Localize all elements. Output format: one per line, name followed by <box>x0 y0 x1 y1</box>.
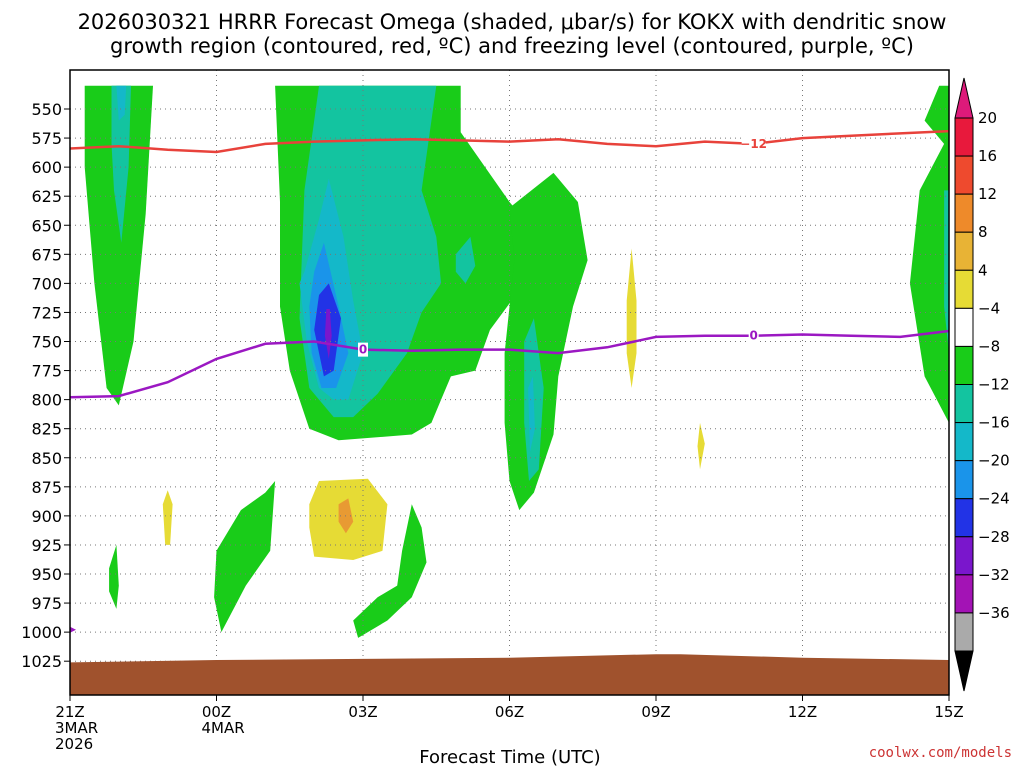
colorbar-segment <box>954 498 974 538</box>
y-tick-label: 900 <box>31 507 62 526</box>
colorbar-top-arrow <box>954 77 974 119</box>
colorbar-label: −8 <box>978 337 1000 355</box>
colorbar-label: −4 <box>978 299 1000 317</box>
y-tick-label: 575 <box>31 129 62 148</box>
dgz-contour-label: −12 <box>740 137 767 151</box>
y-tick-label: 725 <box>31 303 62 322</box>
omega-region-yellow-small-2 <box>697 422 705 470</box>
x-tick-label: 09Z <box>641 703 670 721</box>
omega-region-right-column-teal <box>524 318 544 481</box>
y-tick-label: 925 <box>31 536 62 555</box>
colorbar-segment <box>954 231 974 271</box>
freezing-label-bg <box>358 342 368 357</box>
colorbar: 20 16 12 8 4 −4 −8 −12 −16 −20 −24 −28 −32 −36 <box>954 77 1010 692</box>
contour-lines: −12 0 0 <box>69 129 950 633</box>
colorbar-bottom-arrow <box>954 650 974 692</box>
colorbar-label: 8 <box>978 223 988 241</box>
freezing-marker <box>70 626 76 633</box>
colorbar-segment <box>954 193 974 233</box>
terrain <box>70 654 949 695</box>
x-tick-label: 15Z <box>934 703 963 721</box>
y-tick-label: 875 <box>31 478 62 497</box>
colorbar-label: −36 <box>978 604 1010 622</box>
colorbar-label: −32 <box>978 566 1010 584</box>
colorbar-label: 20 <box>978 109 997 127</box>
colorbar-segment <box>954 155 974 195</box>
omega-region-low-blob-3 <box>353 504 427 638</box>
omega-region-yellow-small-1 <box>162 490 173 545</box>
colorbar-segment <box>954 536 974 576</box>
dgz-label-bg <box>741 136 766 151</box>
colorbar-label: −12 <box>978 376 1010 394</box>
y-tick-label: 950 <box>31 565 62 584</box>
omega-region-low-blob-2 <box>214 481 276 633</box>
omega-region-far-right <box>909 85 949 423</box>
y-tick-label: 625 <box>31 187 62 206</box>
omega-region-low-blob-1 <box>109 544 119 609</box>
omega-region-right-column-cyan <box>528 376 535 452</box>
freezing-label-bg <box>748 328 759 343</box>
x-axis-label: Forecast Time (UTC) <box>419 747 600 768</box>
colorbar-segment <box>954 117 974 157</box>
y-tick-label: 1025 <box>21 652 62 671</box>
x-tick-label: 3MAR <box>55 719 98 737</box>
x-tick-label: 00Z <box>202 703 231 721</box>
colorbar-segment <box>954 422 974 462</box>
x-tick-label: 4MAR <box>202 719 245 737</box>
chart-title-line-2: growth region (contoured, red, ºC) and f… <box>110 34 914 58</box>
terrain-band <box>70 654 949 695</box>
colorbar-segment <box>954 345 974 385</box>
colorbar-label: −16 <box>978 414 1010 432</box>
y-tick-label: 775 <box>31 362 62 381</box>
omega-region-yellow-tall <box>626 248 637 388</box>
colorbar-label: 16 <box>978 147 997 165</box>
y-tick-label: 700 <box>31 274 62 293</box>
y-tick-label: 675 <box>31 245 62 264</box>
colorbar-label: −28 <box>978 528 1010 546</box>
freezing-level-line <box>69 329 950 399</box>
omega-region-column-left-core <box>111 85 131 243</box>
y-tick-label: 750 <box>31 333 62 352</box>
colorbar-label: −20 <box>978 452 1010 470</box>
chart-title-line-1: 2026030321 HRRR Forecast Omega (shaded, … <box>78 10 947 34</box>
colorbar-segment <box>954 460 974 500</box>
y-tick-label: 800 <box>31 391 62 410</box>
omega-region-column-left-inner <box>116 85 127 121</box>
colorbar-segment <box>954 307 974 347</box>
colorbar-label: 4 <box>978 261 988 279</box>
y-tick-label: 550 <box>31 100 62 119</box>
x-tick-label: 21Z <box>55 703 84 721</box>
y-tick-label: 600 <box>31 158 62 177</box>
omega-region-main-plume-purple <box>324 309 332 359</box>
x-tick-label: 03Z <box>348 703 377 721</box>
colorbar-segment <box>954 384 974 424</box>
plot-area: −12 0 0 <box>69 69 950 696</box>
colorbar-segment <box>954 269 974 309</box>
x-tick-label: 12Z <box>788 703 817 721</box>
colorbar-segment <box>954 612 974 652</box>
dgz-contour-line <box>69 129 950 154</box>
x-tick-label: 2026 <box>55 735 93 753</box>
y-tick-label: 650 <box>31 216 62 235</box>
omega-region-column-left <box>84 85 153 406</box>
credit-link[interactable]: coolwx.com/models <box>869 745 1012 761</box>
freezing-contour-label: 0 <box>749 329 757 343</box>
colorbar-label: 12 <box>978 185 997 203</box>
colorbar-segment <box>954 574 974 614</box>
y-axis: 550 575 600 625 650 675 700 725 750 775 800 825 850 8… <box>21 100 70 671</box>
y-tick-label: 1000 <box>21 623 62 642</box>
freezing-contour-label: 0 <box>359 343 367 357</box>
y-tick-label: 825 <box>31 420 62 439</box>
y-tick-label: 975 <box>31 594 62 613</box>
y-tick-label: 850 <box>31 449 62 468</box>
colorbar-label: −24 <box>978 490 1010 508</box>
x-tick-label: 06Z <box>495 703 524 721</box>
omega-region-teal-blob <box>455 236 476 284</box>
omega-shading <box>84 85 949 638</box>
